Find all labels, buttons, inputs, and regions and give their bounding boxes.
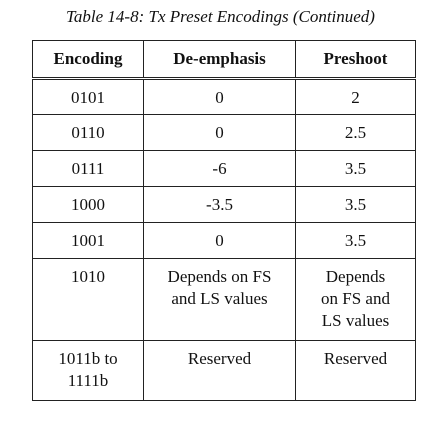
de-emphasis-cell: 0 bbox=[143, 222, 296, 259]
de-emphasis-cell: 0 bbox=[143, 78, 296, 115]
table-row: 1010 Depends on FS and LS values Depends… bbox=[32, 258, 416, 341]
header-preshoot: Preshoot bbox=[295, 40, 416, 80]
de-emphasis-cell: Reserved bbox=[143, 340, 296, 401]
encoding-cell: 1001 bbox=[32, 222, 144, 259]
encoding-cell: 0110 bbox=[32, 114, 144, 151]
encoding-cell: 1010 bbox=[32, 258, 144, 341]
preshoot-cell: 3.5 bbox=[295, 150, 416, 187]
encoding-cell: 1011b to 1111b bbox=[32, 340, 144, 401]
header-encoding: Encoding bbox=[32, 40, 144, 80]
preshoot-cell: 3.5 bbox=[295, 186, 416, 223]
preshoot-cell: 3.5 bbox=[295, 222, 416, 259]
preshoot-cell: 2 bbox=[295, 78, 416, 115]
table-caption: Table 14-8: Tx Preset Encodings (Continu… bbox=[66, 7, 375, 26]
preshoot-cell: Depends on FS and LS values bbox=[295, 258, 416, 341]
table-row: 1001 0 3.5 bbox=[32, 222, 416, 259]
preshoot-cell: 2.5 bbox=[295, 114, 416, 151]
table-row: 0110 0 2.5 bbox=[32, 114, 416, 151]
table-row: 0101 0 2 bbox=[32, 78, 416, 115]
header-de-emphasis: De-emphasis bbox=[143, 40, 296, 80]
encoding-cell: 0111 bbox=[32, 150, 144, 187]
table-row: 0111 -6 3.5 bbox=[32, 150, 416, 187]
table-row: 1000 -3.5 3.5 bbox=[32, 186, 416, 223]
de-emphasis-cell: Depends on FS and LS values bbox=[143, 258, 296, 341]
encoding-cell: 1000 bbox=[32, 186, 144, 223]
encoding-cell: 0101 bbox=[32, 78, 144, 115]
de-emphasis-cell: -3.5 bbox=[143, 186, 296, 223]
header-row: Encoding De-emphasis Preshoot bbox=[32, 40, 416, 80]
tx-preset-encodings-table: Encoding De-emphasis Preshoot 0101 0 2 0… bbox=[32, 40, 416, 401]
de-emphasis-cell: -6 bbox=[143, 150, 296, 187]
preshoot-cell: Reserved bbox=[295, 340, 416, 401]
de-emphasis-cell: 0 bbox=[143, 114, 296, 151]
table-row: 1011b to 1111b Reserved Reserved bbox=[32, 340, 416, 401]
